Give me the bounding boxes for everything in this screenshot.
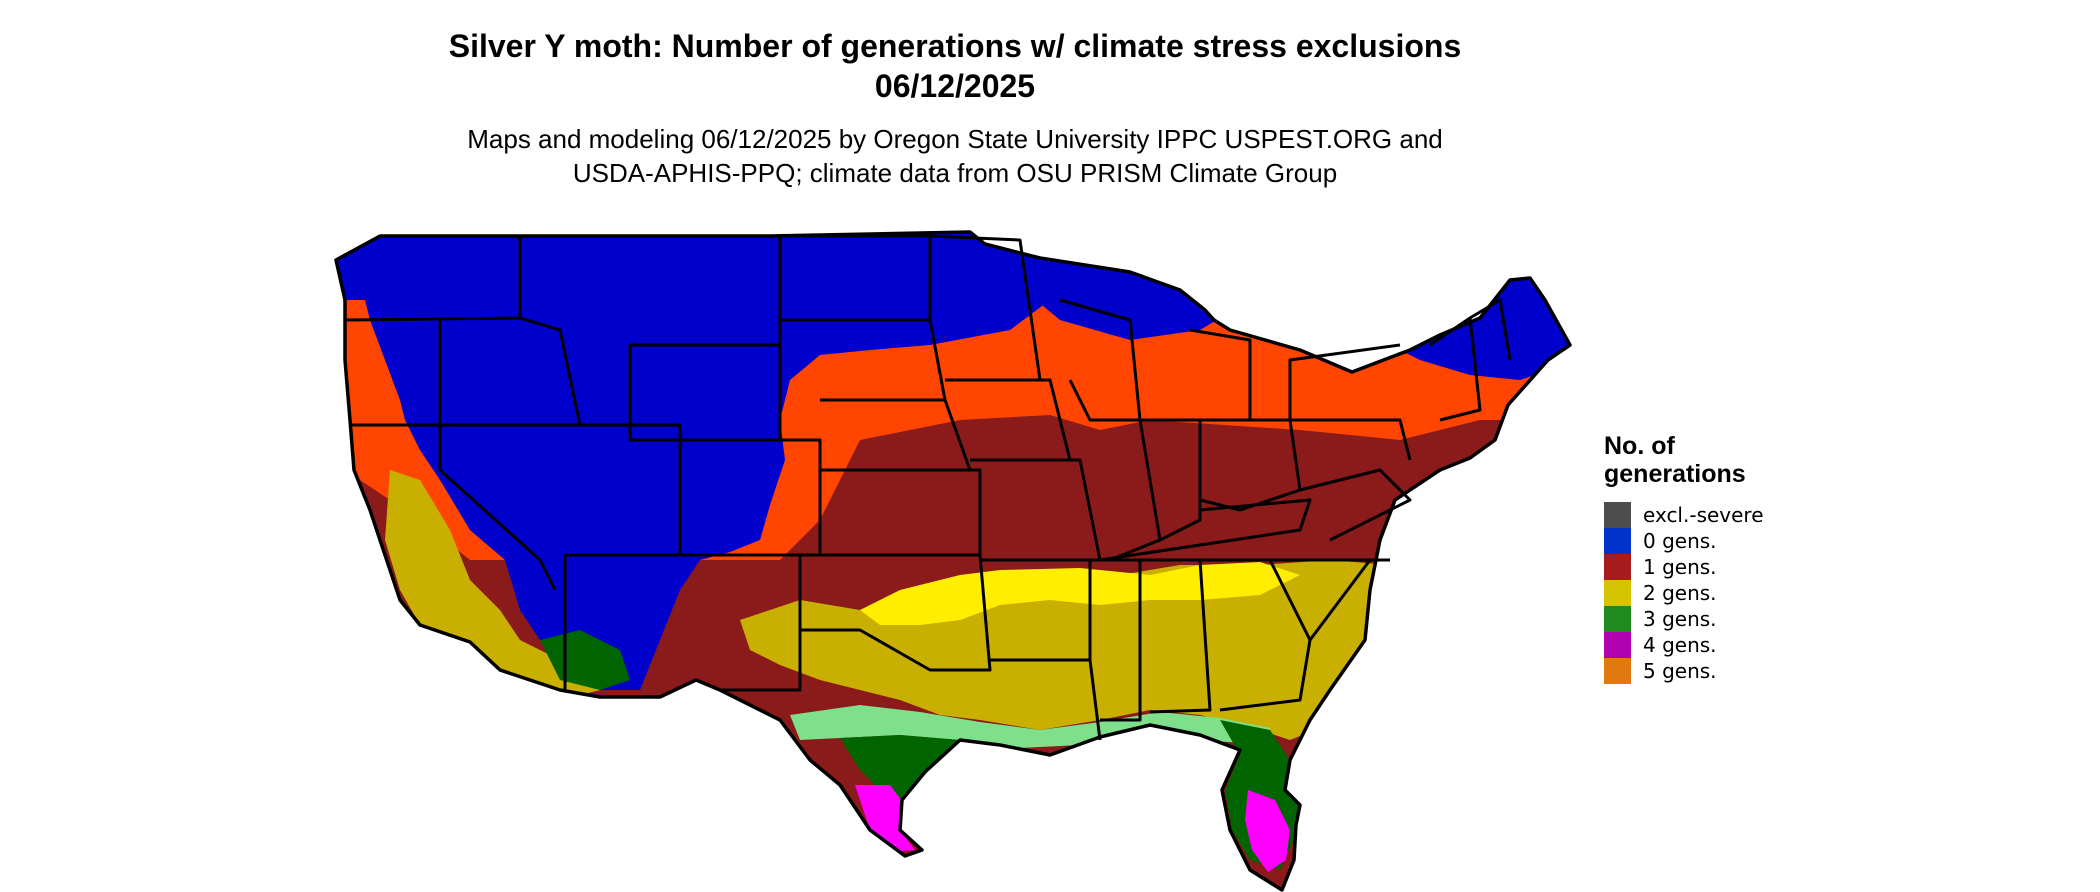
legend-item-3-gens: 3 gens. (1604, 606, 1764, 632)
legend-label: 5 gens. (1643, 659, 1717, 683)
legend-label: 2 gens. (1643, 581, 1717, 605)
legend-label: 0 gens. (1643, 529, 1717, 553)
legend-label: excl.-severe (1643, 503, 1764, 527)
legend-item-1-gens: 1 gens. (1604, 554, 1764, 580)
zone-two-generations-bright (860, 562, 1300, 625)
legend-item-5-gens: 5 gens. (1604, 658, 1764, 684)
boundary-ok-tx (800, 553, 992, 672)
boundary-in (1140, 418, 1202, 542)
legend-item-excl-severe: excl.-severe (1604, 502, 1764, 528)
map-date: 06/12/2025 (874, 68, 1036, 104)
boundary-vt-nh (1469, 298, 1512, 361)
zone-three-generations-arizona (540, 630, 630, 690)
state-boundaries (344, 234, 1512, 741)
zone-two-generations-california (385, 470, 600, 700)
boundary-mi (1189, 328, 1252, 420)
legend-swatch (1604, 580, 1631, 606)
legend-item-0-gens: 0 gens. (1604, 528, 1764, 554)
legend-label: 1 gens. (1643, 555, 1717, 579)
legend-swatch (1604, 528, 1631, 554)
legend-swatch (1604, 632, 1631, 658)
zone-three-generations-light (790, 705, 1270, 748)
legend-swatch (1604, 502, 1631, 528)
map-subtitle-line1: Maps and modeling 06/12/2025 by Oregon S… (467, 124, 1443, 154)
boundary-wy-ut (628, 345, 680, 442)
boundary-la (990, 658, 1102, 741)
zone-four-generations-texas (855, 785, 915, 852)
legend-swatch (1604, 606, 1631, 632)
boundary-va-wv (1299, 468, 1412, 542)
map-subtitle-line2: USDA-APHIS-PPQ; climate data from OSU PR… (572, 158, 1338, 188)
boundary-il (1090, 418, 1162, 562)
legend-title-line1: No. of (1604, 432, 1675, 460)
boundary-pa (1290, 418, 1412, 461)
boundary-ny (1288, 343, 1401, 420)
zone-four-generations-florida (1245, 790, 1290, 872)
boundary-co (680, 438, 822, 557)
map-title: Silver Y moth: Number of generations w/ … (448, 28, 1462, 64)
legend-title-line2: generations (1604, 460, 1746, 488)
zone-zero-generations-west (336, 232, 1050, 690)
legend-item-4-gens: 4 gens. (1604, 632, 1764, 658)
boundary-ca-nv (438, 425, 557, 591)
legend-item-2-gens: 2 gens. (1604, 580, 1764, 606)
legend-label: 4 gens. (1643, 633, 1717, 657)
legend-swatch (1604, 658, 1631, 684)
legend-label: 3 gens. (1643, 607, 1717, 631)
zone-pacific-coast (340, 300, 395, 450)
legend: No. of generations excl.-severe 0 gens. … (1604, 432, 1764, 684)
boundary-id (440, 236, 582, 427)
legend-list: excl.-severe 0 gens. 1 gens. 2 gens. 3 g… (1604, 502, 1764, 684)
legend-swatch (1604, 554, 1631, 580)
boundary-new-england (1429, 316, 1482, 422)
us-outline (334, 230, 1572, 892)
